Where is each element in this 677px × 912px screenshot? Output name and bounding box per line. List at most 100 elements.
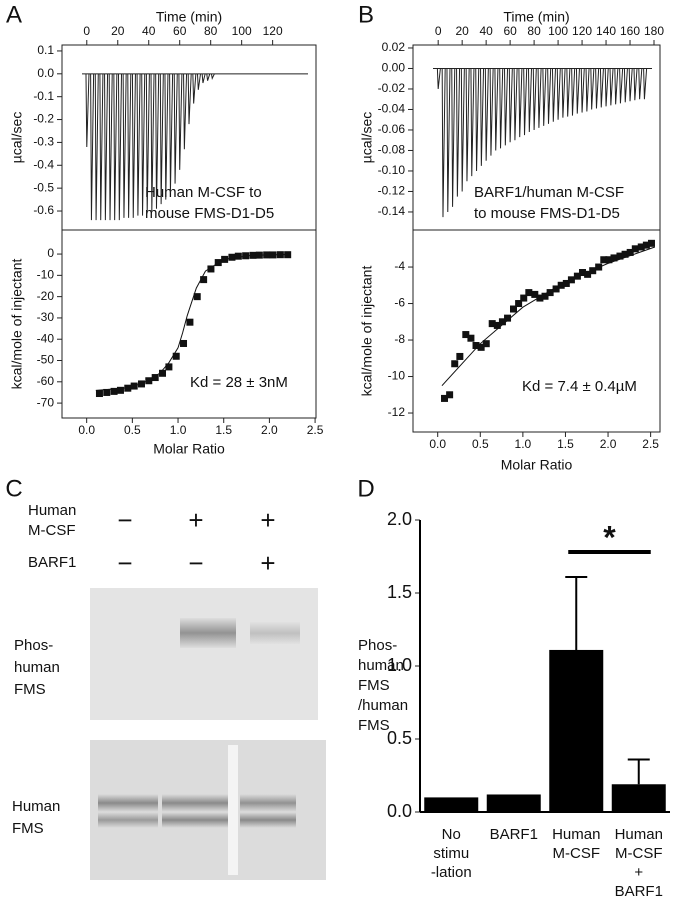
blot-band	[250, 622, 300, 644]
y-axis-title: µcal/sec	[359, 112, 375, 164]
x-tick-label: 0.5	[124, 423, 141, 437]
injection-peak	[90, 73, 95, 221]
y-tick-label: -40	[37, 331, 55, 345]
x-tick-label: 1.5	[215, 423, 232, 437]
x-tick-label: 100	[232, 24, 252, 38]
plot-frame	[61, 229, 317, 419]
x-tick-label: 1.0	[515, 437, 532, 451]
x-tick-label: 2.5	[307, 423, 324, 437]
injection-peak	[532, 68, 537, 130]
injection-peak	[614, 68, 619, 105]
x-tick-label: 60	[173, 24, 187, 38]
x-tick-label: 100	[548, 24, 568, 38]
injection-peak	[628, 68, 633, 102]
data-point	[525, 289, 533, 297]
injection-peak	[489, 68, 494, 156]
plot-frame	[412, 229, 661, 433]
y-tick-label: -6	[394, 296, 405, 310]
injection-peak	[155, 73, 160, 209]
injection-peak	[192, 73, 197, 104]
y-axis-title: kcal/mole of injectant	[9, 259, 25, 390]
injection-peak	[537, 68, 542, 128]
injection-peak	[178, 73, 183, 170]
y-tick-label: -10	[388, 369, 406, 383]
data-point	[214, 259, 222, 267]
x-tick-label: 120	[263, 24, 283, 38]
blot-band	[240, 794, 296, 812]
injection-peak	[518, 68, 523, 138]
y-axis-title: Phos-human FMS/human FMS	[358, 637, 408, 734]
x-tick-label: 80	[527, 24, 541, 38]
data-point	[573, 272, 581, 280]
bar	[611, 784, 666, 812]
injection-peak	[136, 73, 141, 216]
injection-peak	[542, 68, 547, 126]
data-point	[207, 265, 215, 273]
data-point	[626, 248, 634, 256]
injection-peak	[599, 68, 604, 108]
y-tick-label: -12	[388, 405, 406, 419]
data-point	[498, 318, 506, 326]
injection-peak	[183, 73, 188, 150]
data-point	[515, 300, 523, 308]
blot-band	[162, 794, 230, 812]
data-point	[130, 382, 138, 390]
injection-peak	[201, 73, 206, 84]
injection-peak	[580, 68, 585, 113]
data-point	[446, 391, 454, 399]
y-axis-title: kcal/mole of injectant	[359, 266, 375, 397]
injection-peak	[104, 73, 109, 221]
treatment-sign: +	[188, 505, 203, 535]
injection-peak	[127, 73, 132, 218]
x-tick-label: Human M-CSF	[552, 826, 600, 862]
x-tick-label: 0	[435, 24, 442, 38]
injection-peak	[528, 68, 533, 133]
injection-peak	[131, 73, 136, 218]
y-tick-label: -0.2	[33, 112, 54, 126]
blot-label: Human FMS	[12, 798, 60, 837]
injection-peak	[108, 73, 113, 221]
y-tick-label: -70	[37, 395, 55, 409]
y-tick-label: -0.12	[378, 184, 406, 198]
data-point	[605, 256, 613, 264]
data-point	[172, 352, 180, 360]
data-point	[589, 267, 597, 275]
injection-peak	[94, 73, 99, 221]
data-point	[520, 294, 528, 302]
y-tick-label: 1.0	[387, 655, 412, 675]
x-tick-label: 1.0	[170, 423, 187, 437]
panel-label: A	[6, 1, 22, 28]
injection-peak	[173, 73, 178, 184]
x-tick-label: 0.0	[78, 423, 95, 437]
injection-peak	[187, 73, 192, 125]
blot-top	[90, 588, 318, 720]
blot-label: Phos-human FMS	[14, 637, 60, 698]
x-axis-title: Time (min)	[503, 9, 569, 25]
data-point	[616, 252, 624, 260]
data-point	[441, 394, 449, 402]
injection-peak	[446, 68, 451, 212]
row-label: Human M-CSF	[28, 502, 76, 539]
x-tick-label: 40	[479, 24, 493, 38]
panel-label: C	[5, 475, 22, 502]
treatment-sign: −	[117, 505, 132, 535]
injection-peak	[436, 68, 441, 90]
data-point	[263, 251, 271, 259]
data-point	[249, 251, 257, 259]
injection-peak	[480, 68, 485, 166]
data-point	[600, 256, 608, 264]
x-tick-label: 2.5	[642, 437, 659, 451]
injection-peak	[547, 68, 552, 124]
x-tick-label: No stimu -lation	[431, 826, 472, 881]
injection-peak	[643, 68, 648, 100]
blot-gap	[228, 745, 238, 875]
y-tick-label: 0	[47, 246, 54, 260]
data-point	[228, 253, 236, 261]
injection-peak	[595, 68, 600, 109]
x-tick-label: 2.0	[261, 423, 278, 437]
x-tick-label: 20	[111, 24, 125, 38]
panel-label: D	[357, 475, 374, 502]
data-point	[145, 377, 153, 385]
injection-peak	[633, 68, 638, 101]
